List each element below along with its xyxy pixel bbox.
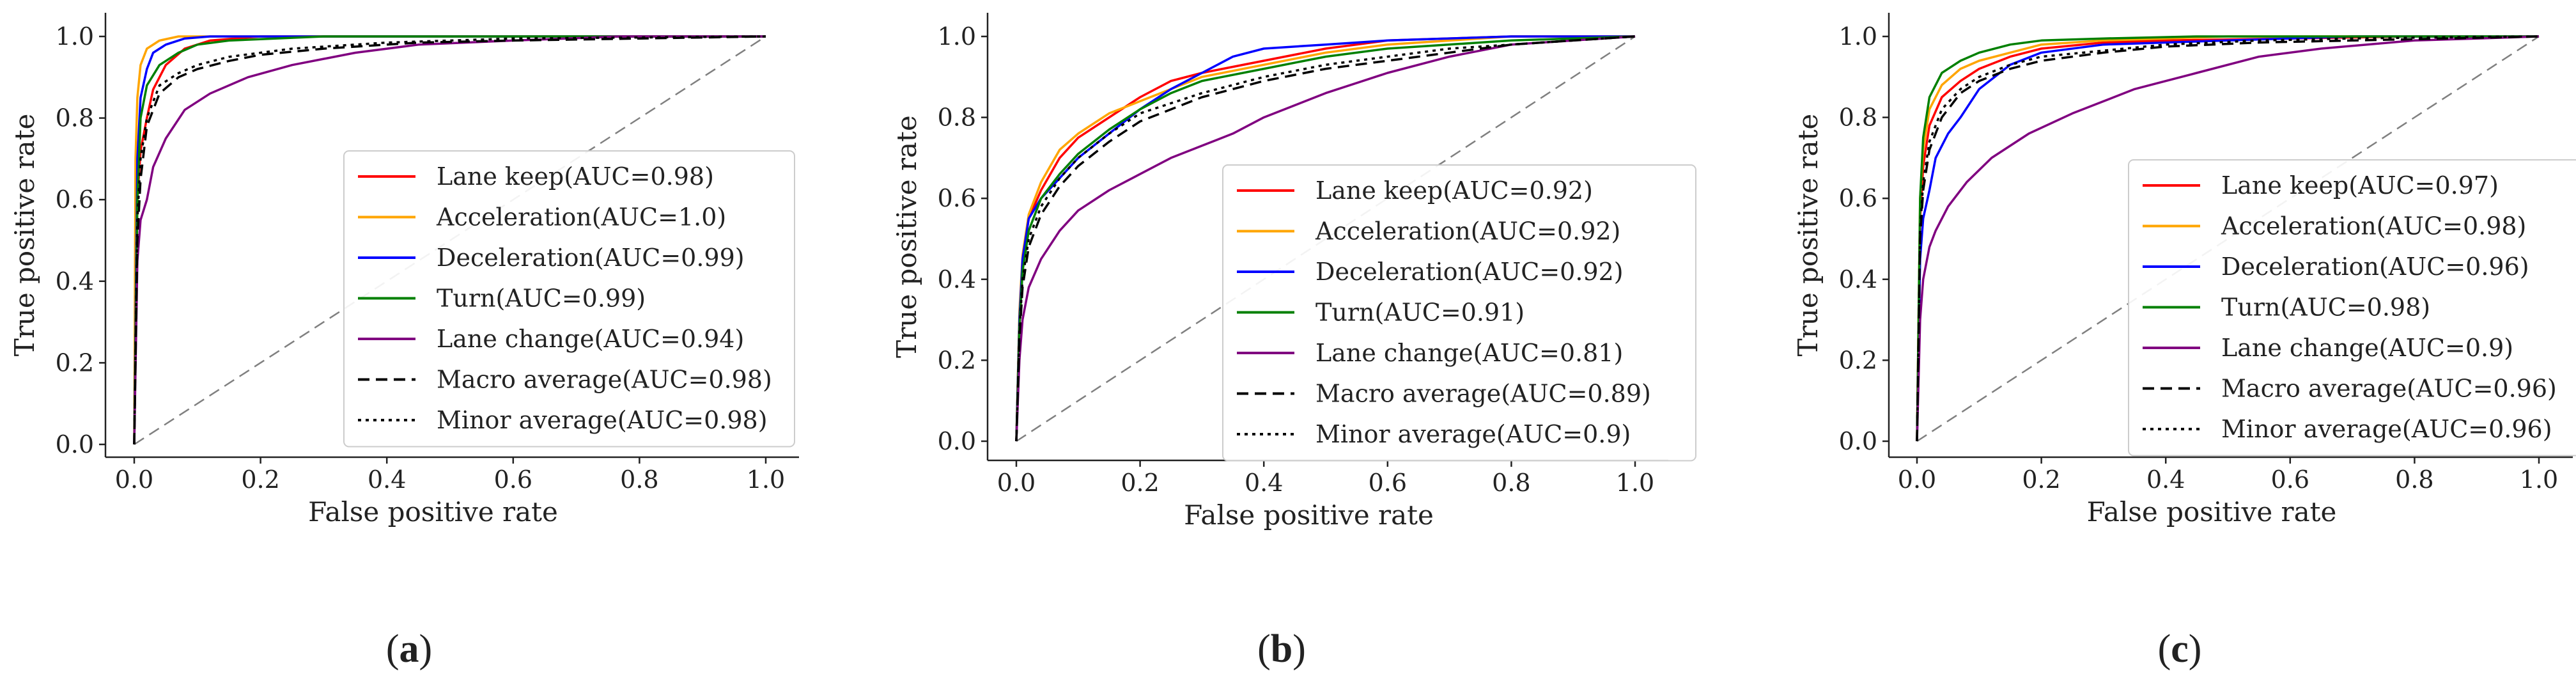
legend-entry: Lane change(AUC=0.9) [2221, 334, 2513, 362]
legend-entry: Macro average(AUC=0.98) [437, 366, 772, 394]
x-tick-label: 0.8 [2395, 466, 2433, 494]
y-tick-label: 1.0 [938, 22, 976, 51]
legend-entry: Minor average(AUC=0.9) [1315, 420, 1631, 448]
series-line-turn [1916, 35, 2539, 442]
x-tick-label: 0.4 [1245, 469, 1283, 497]
x-axis-label: False positive rate [308, 496, 558, 528]
panel-label-b: (b) [1257, 627, 1306, 671]
series-line-deceleration [133, 35, 766, 445]
x-tick-label: 0.6 [494, 466, 532, 494]
y-axis-label: True positive rate [891, 115, 922, 358]
x-tick-label: 0.6 [2271, 466, 2309, 494]
legend-entry: Lane keep(AUC=0.98) [437, 162, 714, 191]
series-line-macro-average [1015, 35, 1636, 442]
x-axis-label: False positive rate [1184, 499, 1434, 531]
legend-entry: Turn(AUC=0.91) [1315, 299, 1525, 327]
x-tick-label: 0.2 [241, 466, 279, 494]
y-tick-label: 0.0 [938, 427, 976, 455]
y-tick-label: 0.8 [938, 104, 976, 132]
y-tick-label: 0.2 [1839, 346, 1877, 374]
y-tick-label: 0.8 [1839, 104, 1877, 132]
x-tick-label: 1.0 [747, 466, 785, 494]
series-line-macro-average [133, 35, 766, 445]
legend-box [1222, 164, 1696, 462]
legend-entry: Deceleration(AUC=0.96) [2221, 253, 2529, 281]
legend-entry: Acceleration(AUC=1.0) [436, 203, 726, 231]
roc-panel-c: 0.0 0.2 0.4 0.6 0.8 1.0 0.0 0.2 0.4 0.6 0.8 1.0 Fals… [1792, 13, 2576, 528]
roc-panel-a: 0.0 0.2 0.4 0.6 0.8 1.0 0.0 0.2 0.4 0.6 0.8 1.0 Fals… [9, 13, 799, 528]
y-tick-label: 0.4 [1839, 265, 1877, 294]
series-line-turn [133, 35, 766, 445]
legend-entry: Acceleration(AUC=0.98) [2221, 212, 2526, 240]
y-tick-label: 0.4 [938, 265, 976, 294]
y-tick-label: 0.4 [56, 267, 94, 295]
y-tick-label: 1.0 [1839, 22, 1877, 51]
series-line-acceleration [133, 35, 766, 445]
y-tick-label: 0.0 [56, 430, 94, 458]
legend-entry: Lane keep(AUC=0.92) [1315, 176, 1593, 205]
legend-entry: Minor average(AUC=0.96) [2221, 415, 2552, 443]
legend-entry: Deceleration(AUC=0.92) [1315, 258, 1624, 286]
y-tick-label: 0.2 [56, 348, 94, 377]
x-tick-label: 1.0 [1616, 469, 1654, 497]
legend-entry: Lane change(AUC=0.81) [1315, 339, 1623, 367]
y-tick-label: 0.8 [56, 104, 94, 132]
panel-label-a: (a) [386, 627, 432, 671]
x-tick-label: 0.4 [368, 466, 406, 494]
y-tick-label: 0.6 [938, 184, 976, 212]
panel-label-c: (c) [2158, 627, 2202, 671]
series-line-turn [1015, 35, 1636, 442]
series-line-minor-average [1916, 35, 2540, 442]
legend-entry: Acceleration(AUC=0.92) [1315, 217, 1620, 246]
x-tick-label: 0.2 [2022, 466, 2060, 494]
series-line-lane-change [1916, 35, 2540, 442]
x-tick-label: 0.6 [1369, 469, 1407, 497]
series-line-chance [1016, 35, 1636, 442]
y-tick-label: 0.0 [1839, 427, 1877, 455]
x-tick-label: 0.4 [2146, 466, 2185, 494]
legend-entry: Lane change(AUC=0.94) [437, 325, 744, 353]
y-axis-label: True positive rate [9, 114, 40, 357]
x-tick-label: 0.8 [1492, 469, 1530, 497]
x-tick-label: 0.0 [115, 466, 153, 494]
legend-entry: Turn(AUC=0.99) [437, 285, 646, 313]
x-tick-label: 0.8 [620, 466, 658, 494]
legend-entry: Macro average(AUC=0.89) [1315, 380, 1651, 408]
x-tick-label: 1.0 [2520, 466, 2558, 494]
series-line-macro-average [1916, 35, 2540, 442]
y-tick-label: 0.6 [1839, 184, 1877, 212]
x-tick-label: 0.0 [997, 469, 1036, 497]
legend-box [343, 150, 795, 448]
roc-panel-b: 0.0 0.2 0.4 0.6 0.8 1.0 0.0 0.2 0.4 0.6 0.8 1.0 Fals… [891, 13, 1696, 531]
legend-entry: Minor average(AUC=0.98) [437, 406, 768, 434]
y-tick-label: 0.2 [938, 346, 976, 374]
x-axis-label: False positive rate [2087, 496, 2337, 528]
legend-entry: Deceleration(AUC=0.99) [437, 244, 745, 272]
series-line-deceleration [1916, 35, 2539, 442]
legend-entry: Macro average(AUC=0.96) [2221, 375, 2557, 403]
x-tick-label: 0.0 [1898, 466, 1936, 494]
x-tick-label: 0.2 [1121, 469, 1159, 497]
series-line-chance [1916, 35, 2540, 442]
y-tick-label: 1.0 [56, 22, 94, 51]
y-tick-label: 0.6 [56, 185, 94, 214]
y-axis-label: True positive rate [1792, 114, 1824, 357]
series-line-lane-change [1015, 35, 1636, 442]
legend-entry: Turn(AUC=0.98) [2221, 294, 2430, 322]
legend-box [2128, 159, 2576, 457]
legend-entry: Lane keep(AUC=0.97) [2221, 171, 2499, 200]
